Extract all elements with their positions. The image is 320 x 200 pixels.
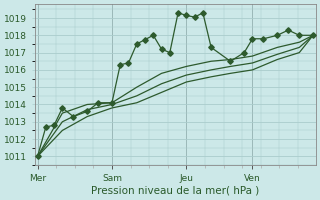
X-axis label: Pression niveau de la mer( hPa ): Pression niveau de la mer( hPa ): [91, 186, 260, 196]
